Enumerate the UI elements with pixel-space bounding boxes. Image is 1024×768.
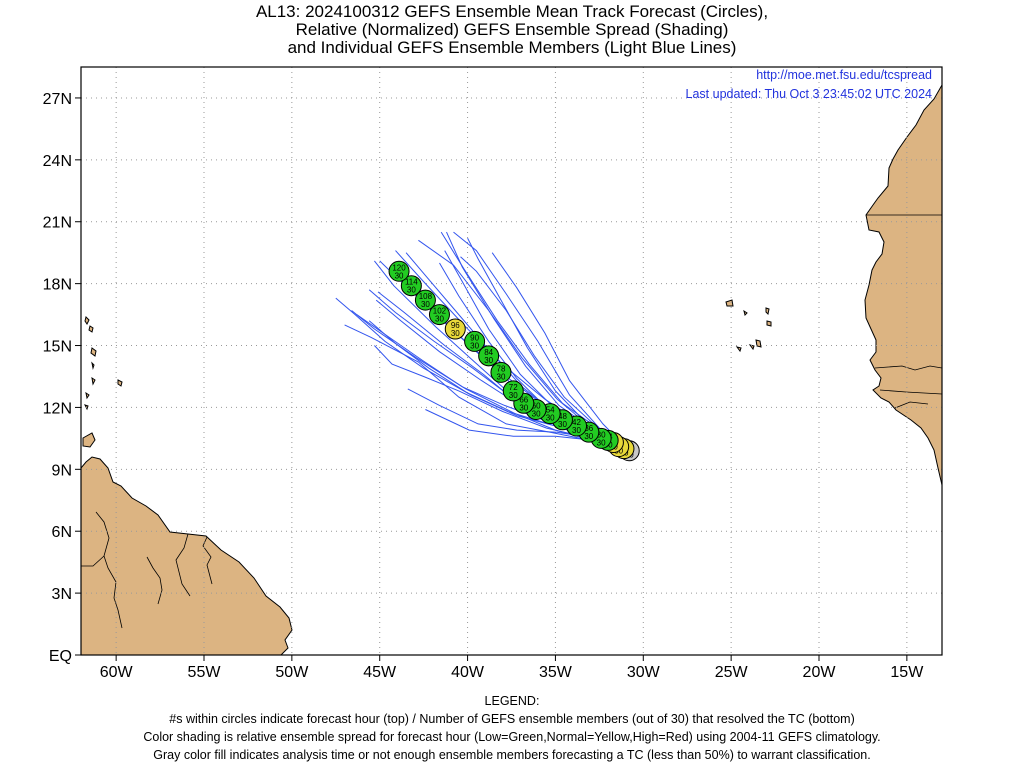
lon-tick-label: 50W bbox=[275, 664, 309, 681]
forecast-hour-label: 78 bbox=[497, 364, 506, 373]
forecast-circle bbox=[478, 345, 500, 367]
south-america-borders bbox=[81, 511, 213, 629]
forecast-hour-label: 30 bbox=[597, 430, 606, 439]
member-count-label: 30 bbox=[484, 356, 493, 365]
antilles-islands bbox=[84, 316, 97, 411]
graticule bbox=[81, 67, 942, 655]
trinidad-island bbox=[82, 432, 96, 448]
lon-tick-label: 15W bbox=[890, 664, 924, 681]
lon-tick-label: 45W bbox=[363, 664, 397, 681]
member-count-label: 30 bbox=[470, 341, 479, 350]
land-layer bbox=[81, 83, 942, 655]
forecast-hour-label: 48 bbox=[558, 412, 567, 421]
forecast-circle bbox=[490, 361, 512, 383]
forecast-hour-label: 120 bbox=[392, 263, 406, 272]
member-count-label: 30 bbox=[572, 426, 581, 435]
lon-tick-label: 55W bbox=[188, 664, 222, 681]
forecast-circle bbox=[502, 380, 524, 402]
forecast-hour-label: 90 bbox=[470, 333, 479, 342]
cape-verde-islands bbox=[725, 299, 772, 353]
member-count-label: 30 bbox=[519, 403, 528, 412]
axis-ticks: EQ 3N 6N 9N 12N 15N 18N 21N 24N 27N 60W 55W 50W 45W 40… bbox=[43, 91, 925, 681]
member-count-label: 30 bbox=[497, 372, 506, 381]
forecast-hour-label: 84 bbox=[484, 348, 493, 357]
lon-tick-label: 20W bbox=[803, 664, 837, 681]
forecast-hour-label: 42 bbox=[572, 418, 581, 427]
source-url-link[interactable]: http://moe.met.fsu.edu/tcspread bbox=[756, 68, 932, 82]
forecast-circle bbox=[444, 318, 466, 340]
lon-tick-label: 35W bbox=[539, 664, 573, 681]
lon-tick-label: 25W bbox=[715, 664, 749, 681]
member-count-label: 30 bbox=[558, 420, 567, 429]
forecast-circle bbox=[388, 260, 410, 282]
barbados-island bbox=[117, 379, 123, 387]
lat-tick-label: 3N bbox=[52, 586, 72, 603]
forecast-circle bbox=[464, 330, 486, 352]
title-line-2: Relative (Normalized) GEFS Ensemble Spre… bbox=[295, 20, 729, 39]
lon-tick-label: 30W bbox=[627, 664, 661, 681]
forecast-hour-label: 102 bbox=[433, 307, 447, 316]
title-line-3: and Individual GEFS Ensemble Members (Li… bbox=[287, 38, 737, 57]
lat-tick-label: 27N bbox=[43, 91, 72, 108]
forecast-hour-label: 108 bbox=[419, 292, 433, 301]
forecast-hour-label: 36 bbox=[584, 424, 593, 433]
member-count-label: 30 bbox=[421, 300, 430, 309]
africa-landmass bbox=[864, 83, 942, 486]
africa-borders bbox=[866, 214, 942, 409]
member-count-label: 30 bbox=[546, 414, 555, 423]
lat-tick-label: 24N bbox=[43, 153, 72, 170]
lat-tick-label: 15N bbox=[43, 339, 72, 356]
member-count-label: 30 bbox=[395, 271, 404, 280]
legend-line-1: #s within circles indicate forecast hour… bbox=[169, 712, 855, 726]
ensemble-member-track bbox=[491, 252, 630, 452]
member-count-label: 30 bbox=[532, 409, 541, 418]
member-count-label: 30 bbox=[509, 391, 518, 400]
lat-tick-label: 9N bbox=[52, 462, 72, 479]
title-line-1: AL13: 2024100312 GEFS Ensemble Mean Trac… bbox=[255, 2, 769, 21]
lon-tick-label: 40W bbox=[451, 664, 485, 681]
south-america-landmass bbox=[81, 456, 293, 655]
lat-tick-label: 18N bbox=[43, 277, 72, 294]
mean-track-circles: 0306301230183024303030363042304830543060… bbox=[388, 260, 640, 462]
legend-line-2: Color shading is relative ensemble sprea… bbox=[143, 730, 881, 744]
member-count-label: 30 bbox=[451, 329, 460, 338]
member-count-label: 30 bbox=[407, 286, 416, 295]
legend-line-3: Gray color fill indicates analysis time … bbox=[153, 748, 871, 762]
forecast-circle bbox=[428, 304, 450, 326]
member-count-label: 30 bbox=[597, 438, 606, 447]
forecast-hour-label: 114 bbox=[405, 278, 418, 287]
legend-heading: LEGEND: bbox=[484, 694, 540, 708]
last-updated-text: Last updated: Thu Oct 3 23:45:02 UTC 202… bbox=[685, 87, 932, 101]
forecast-hour-label: 72 bbox=[509, 383, 518, 392]
lon-tick-label: 60W bbox=[100, 664, 134, 681]
lat-tick-label: EQ bbox=[49, 648, 72, 665]
lat-tick-label: 12N bbox=[43, 400, 72, 417]
forecast-circle bbox=[400, 275, 422, 297]
member-count-label: 30 bbox=[435, 315, 444, 324]
lat-tick-label: 6N bbox=[52, 524, 72, 541]
forecast-hour-label: 66 bbox=[519, 395, 528, 404]
map-frame bbox=[80, 66, 943, 656]
forecast-hour-label: 60 bbox=[532, 401, 541, 410]
lat-tick-label: 21N bbox=[43, 215, 72, 232]
forecast-hour-label: 96 bbox=[451, 321, 460, 330]
forecast-circle bbox=[414, 289, 436, 311]
member-count-label: 30 bbox=[584, 432, 593, 441]
forecast-hour-label: 54 bbox=[546, 406, 555, 415]
